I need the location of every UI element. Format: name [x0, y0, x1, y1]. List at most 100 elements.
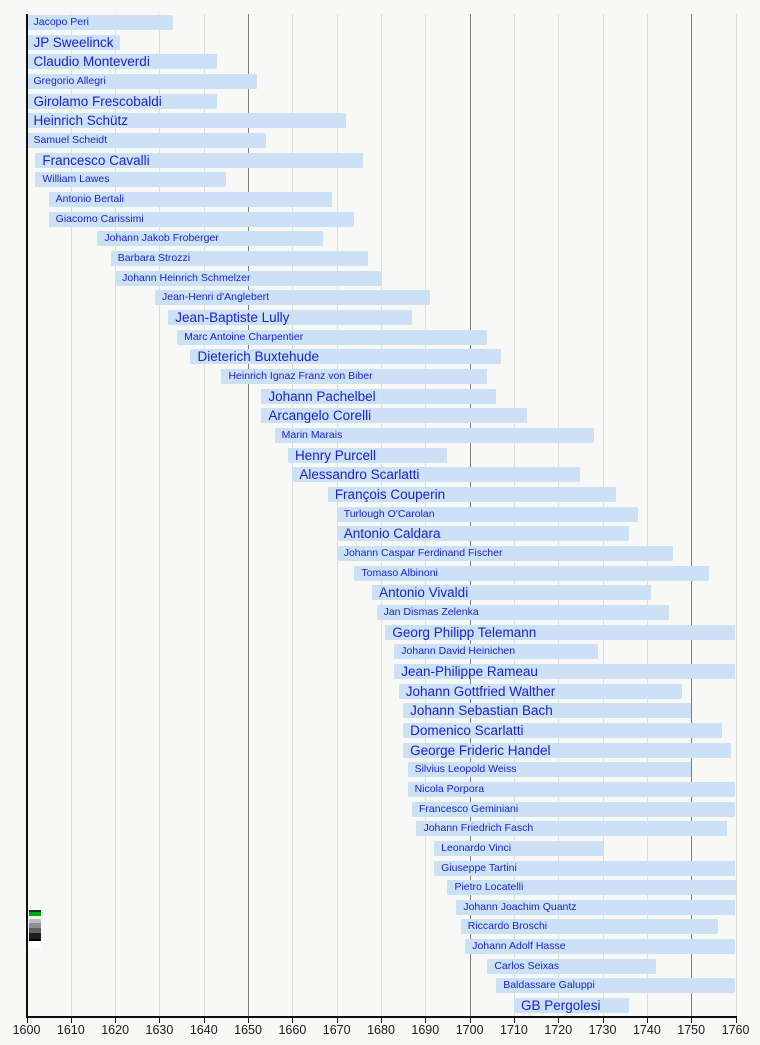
composer-bar: Giuseppe Tartini: [434, 860, 736, 876]
composer-bar: JP Sweelinck: [26, 34, 120, 50]
composer-bar: Johann Gottfried Walther: [398, 683, 683, 699]
composer-bar: Turlough O'Carolan: [336, 506, 638, 522]
legend-artifact-segment: [29, 939, 41, 941]
composer-label: William Lawes: [42, 173, 110, 186]
major-gridline: [691, 14, 693, 1017]
composer-bar: Johann Heinrich Schmelzer: [115, 270, 381, 286]
minor-gridline: [159, 14, 161, 1017]
composer-label: Heinrich Ignaz Franz von Biber: [228, 369, 373, 382]
composer-bar: Dieterich Buxtehude: [190, 349, 501, 365]
composer-label: Silvius Leopold Weiss: [414, 763, 517, 776]
composer-label: Leonardo Vinci: [441, 841, 512, 854]
composer-label: Nicola Porpora: [414, 782, 485, 795]
x-axis-tick: [292, 1017, 294, 1023]
composer-bar: Barbara Strozzi: [110, 250, 368, 266]
minor-gridline: [203, 14, 205, 1017]
composer-label: Georg Philipp Telemann: [392, 624, 537, 640]
composer-bar: Alessandro Scarlatti: [292, 467, 581, 483]
minor-gridline: [115, 14, 117, 1017]
x-axis-tick-label: 1730: [588, 1023, 617, 1037]
minor-gridline: [646, 14, 648, 1017]
composer-bar: Jean-Henri d'Anglebert: [155, 290, 430, 306]
composer-label: Johann Sebastian Bach: [410, 703, 553, 719]
composer-bar: François Couperin: [327, 486, 616, 502]
composer-label: Francesco Cavalli: [42, 152, 150, 168]
composer-bar: Johann Adolf Hasse: [465, 939, 736, 955]
composer-bar: Nicola Porpora: [407, 781, 736, 797]
x-axis-tick: [336, 1017, 338, 1023]
composer-bar: Gregorio Allegri: [26, 73, 257, 89]
legend-artifact-segment: [29, 923, 41, 928]
x-axis-tick-label: 1750: [677, 1023, 706, 1037]
composer-label: Domenico Scarlatti: [410, 722, 524, 738]
composer-label: Johann Adolf Hasse: [472, 940, 566, 953]
composer-bar: Samuel Scheidt: [26, 132, 266, 148]
x-axis-tick: [558, 1017, 560, 1023]
composer-bar: Leonardo Vinci: [434, 840, 603, 856]
composer-label: Barbara Strozzi: [117, 251, 191, 264]
composer-label: Pietro Locatelli: [454, 881, 524, 894]
composer-bar: Johann Pachelbel: [261, 388, 497, 404]
composer-bar: GB Pergolesi: [513, 998, 630, 1014]
x-axis-tick-label: 1740: [632, 1023, 661, 1037]
x-axis-tick: [115, 1017, 117, 1023]
composer-bar: Francesco Geminiani: [412, 801, 736, 817]
legend-artifact-segment: [29, 916, 41, 919]
x-axis-tick: [26, 1017, 28, 1023]
composer-label: Alessandro Scarlatti: [299, 467, 420, 483]
composer-label: Johann Gottfried Walther: [405, 683, 556, 699]
plot-left-border: [26, 14, 28, 1016]
x-axis-tick: [381, 1017, 382, 1023]
composer-bar: George Frideric Handel: [403, 742, 732, 758]
x-axis-line: [25, 1016, 737, 1018]
legend-artifact-segment: [29, 912, 41, 916]
x-axis-tick-label: 1620: [101, 1023, 130, 1037]
composer-label: Johann David Heinichen: [401, 645, 516, 658]
composer-bar: Antonio Vivaldi: [372, 585, 652, 601]
composer-bar: Baldassare Galuppi: [496, 978, 736, 994]
composer-label: Johann Joachim Quantz: [463, 900, 577, 913]
composer-label: Jean-Henri d'Anglebert: [162, 291, 270, 304]
x-axis-tick-label: 1640: [189, 1023, 218, 1037]
composer-label: Claudio Monteverdi: [33, 54, 150, 70]
composer-label: Johann Jakob Froberger: [104, 232, 219, 245]
composer-bar: Henry Purcell: [287, 447, 448, 463]
composer-label: Turlough O'Carolan: [343, 507, 435, 520]
composer-label: Baldassare Galuppi: [503, 979, 595, 992]
legend-artifact-segment: [29, 928, 41, 933]
x-axis-tick-label: 1700: [455, 1023, 484, 1037]
composer-bar: Tomaso Albinoni: [354, 565, 709, 581]
x-axis-tick-label: 1680: [367, 1023, 395, 1037]
legend-artifact-segment: [29, 941, 41, 948]
composer-bar: Riccardo Broschi: [460, 919, 718, 935]
composer-bar: Francesco Cavalli: [35, 152, 364, 168]
composer-label: Dieterich Buxtehude: [197, 349, 320, 365]
x-axis-tick: [513, 1017, 515, 1023]
composer-label: Girolamo Frescobaldi: [33, 93, 162, 109]
composer-bar: Jean-Philippe Rameau: [394, 663, 736, 679]
composer-label: Carlos Seixas: [494, 959, 560, 972]
x-axis-tick: [602, 1017, 604, 1023]
composer-bar: Arcangelo Corelli: [261, 408, 528, 424]
composer-label: Jean-Baptiste Lully: [175, 309, 290, 325]
composer-label: Johann Pachelbel: [268, 388, 376, 404]
composer-bar: Heinrich Ignaz Franz von Biber: [221, 368, 488, 384]
legend-artifact-segment: [29, 933, 41, 939]
composer-bar: Heinrich Schütz: [26, 113, 346, 129]
composer-bar: Silvius Leopold Weiss: [407, 762, 692, 778]
x-axis-tick-label: 1720: [544, 1023, 573, 1037]
legend-artifact-segment: [29, 919, 41, 923]
x-axis-tick-label: 1670: [322, 1023, 351, 1037]
composer-label: JP Sweelinck: [33, 34, 114, 50]
composer-bar: Georg Philipp Telemann: [385, 624, 736, 640]
x-axis-tick: [248, 1017, 250, 1023]
x-axis-tick: [646, 1017, 648, 1023]
composer-bar: Marc Antoine Charpentier: [177, 329, 488, 345]
composer-label: Marc Antoine Charpentier: [184, 330, 304, 343]
composer-label: Gregorio Allegri: [33, 74, 106, 87]
composer-label: Arcangelo Corelli: [268, 408, 372, 424]
composer-label: Antonio Caldara: [343, 526, 441, 542]
x-axis-tick: [70, 1017, 72, 1023]
minor-gridline: [70, 14, 72, 1017]
